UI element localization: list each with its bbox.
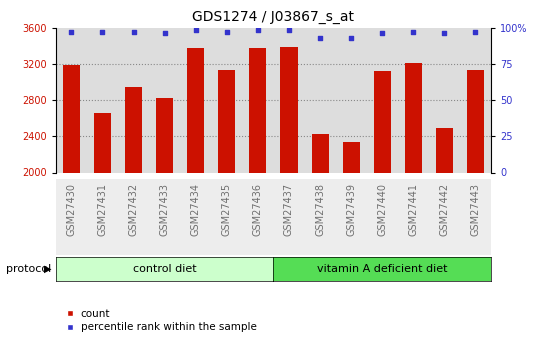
Bar <box>56 28 87 172</box>
Bar <box>187 48 204 345</box>
Text: GSM27437: GSM27437 <box>284 183 294 236</box>
Bar <box>249 48 266 345</box>
Bar <box>436 128 453 345</box>
Bar <box>180 179 211 255</box>
Point <box>471 29 480 35</box>
Bar <box>305 179 335 255</box>
Bar <box>460 179 491 255</box>
Bar <box>180 28 211 172</box>
Bar <box>460 28 491 172</box>
Bar <box>94 113 111 345</box>
Point <box>160 31 169 36</box>
Bar <box>242 28 273 172</box>
Bar <box>429 179 460 255</box>
Text: vitamin A deficient diet: vitamin A deficient diet <box>317 264 448 274</box>
Bar <box>305 28 335 172</box>
Text: GSM27435: GSM27435 <box>222 183 232 236</box>
Bar <box>335 179 367 255</box>
Text: GSM27433: GSM27433 <box>160 183 170 236</box>
Text: GSM27439: GSM27439 <box>346 183 356 236</box>
Point <box>409 29 418 35</box>
Bar <box>467 70 484 345</box>
Point <box>129 29 138 35</box>
Point <box>378 31 387 36</box>
Text: control diet: control diet <box>133 264 196 274</box>
Point <box>347 35 355 40</box>
Bar <box>405 63 422 345</box>
Text: GSM27436: GSM27436 <box>253 183 263 236</box>
Bar <box>118 28 149 172</box>
Text: GSM27442: GSM27442 <box>439 183 449 236</box>
Point <box>67 29 76 35</box>
Bar <box>335 28 367 172</box>
Bar <box>273 28 305 172</box>
Text: GSM27431: GSM27431 <box>98 183 108 236</box>
Bar <box>367 28 398 172</box>
Bar <box>56 179 87 255</box>
Bar <box>311 134 329 345</box>
Point <box>191 28 200 33</box>
Bar <box>211 28 242 172</box>
Bar <box>281 47 297 345</box>
Bar <box>87 179 118 255</box>
Bar <box>343 142 360 345</box>
Bar <box>374 71 391 345</box>
Point <box>440 31 449 36</box>
Bar <box>429 28 460 172</box>
Text: GSM27441: GSM27441 <box>408 183 418 236</box>
Point <box>253 28 262 33</box>
Text: GSM27430: GSM27430 <box>66 183 76 236</box>
Bar <box>87 28 118 172</box>
Bar <box>398 179 429 255</box>
Bar <box>118 179 149 255</box>
Text: GSM27432: GSM27432 <box>128 183 138 236</box>
Point <box>98 29 107 35</box>
Bar <box>367 179 398 255</box>
Point <box>285 28 294 33</box>
Bar <box>398 28 429 172</box>
Legend: count, percentile rank within the sample: count, percentile rank within the sample <box>61 305 261 336</box>
Bar <box>218 70 235 345</box>
Text: GSM27443: GSM27443 <box>470 183 480 236</box>
Text: GSM27434: GSM27434 <box>191 183 201 236</box>
Bar <box>273 179 305 255</box>
Point <box>222 29 231 35</box>
Bar <box>149 179 180 255</box>
Bar <box>211 179 242 255</box>
Bar <box>125 87 142 345</box>
Bar <box>149 28 180 172</box>
Text: GSM27440: GSM27440 <box>377 183 387 236</box>
Text: protocol: protocol <box>6 264 51 274</box>
Text: ▶: ▶ <box>44 264 51 274</box>
Text: GSM27438: GSM27438 <box>315 183 325 236</box>
Title: GDS1274 / J03867_s_at: GDS1274 / J03867_s_at <box>193 10 354 24</box>
Bar <box>242 179 273 255</box>
Point <box>316 35 325 40</box>
Bar <box>63 65 80 345</box>
Bar <box>156 98 173 345</box>
